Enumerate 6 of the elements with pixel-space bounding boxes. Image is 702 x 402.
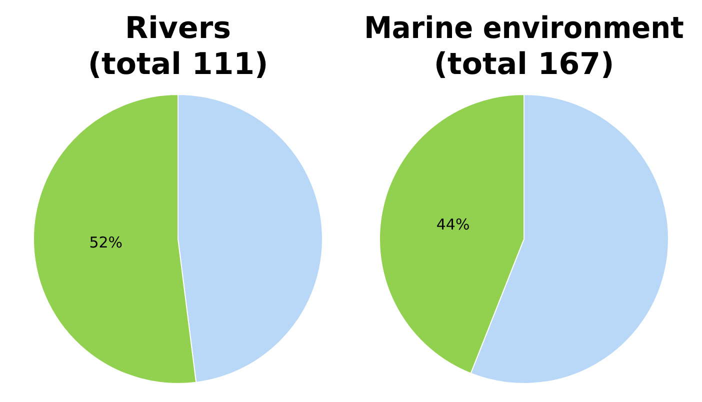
chart-subtitle: (total 111) [88, 46, 268, 82]
chart-subtitle: (total 167) [434, 46, 614, 82]
chart-title: Rivers [125, 10, 231, 46]
data-label: 44% [436, 215, 470, 234]
data-label: 52% [89, 233, 123, 252]
chart-title: Marine environment [364, 10, 684, 46]
